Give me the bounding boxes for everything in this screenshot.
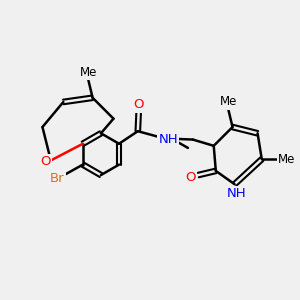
Text: O: O (40, 155, 51, 168)
Text: Br: Br (50, 172, 64, 185)
Text: O: O (134, 98, 144, 111)
Text: NH: NH (158, 133, 178, 146)
Text: Me: Me (80, 66, 97, 79)
Text: NH: NH (227, 187, 247, 200)
Text: Me: Me (220, 95, 237, 109)
Text: O: O (185, 171, 196, 184)
Text: Me: Me (278, 153, 296, 166)
